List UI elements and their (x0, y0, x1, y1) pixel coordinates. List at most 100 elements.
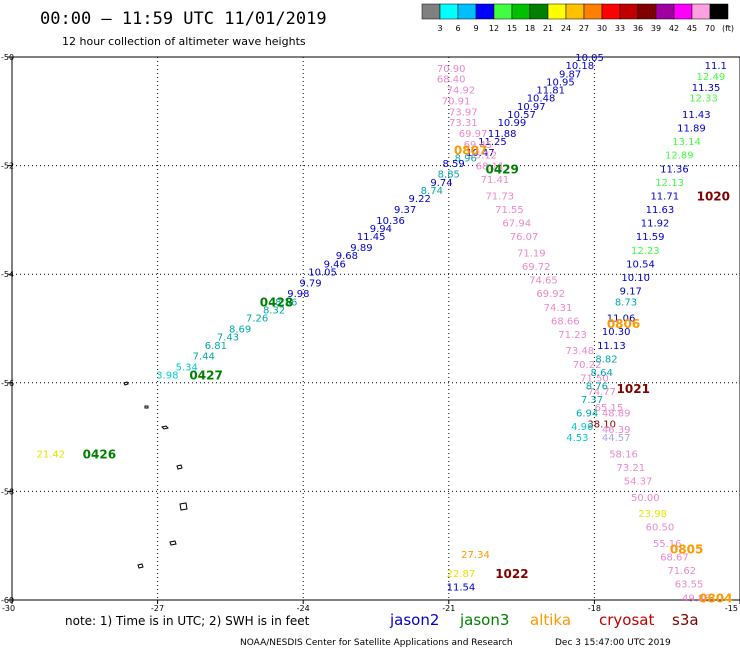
colorbar-swatch (601, 3, 621, 20)
wave-height-label: 74.77 (587, 387, 616, 398)
wave-height-label: 9.98 (287, 289, 309, 300)
wave-height-label: 4.96 (571, 422, 593, 433)
wave-height-label: 48.89 (602, 409, 631, 420)
axis-ticks: -30 -27 -24 -21 -18 -15 -50 -52 -54 -56 -58 -60 (1, 53, 740, 613)
colorbar-label: 24 (561, 24, 571, 33)
wave-height-label: 22.87 (447, 569, 476, 580)
legend-jason3: jason3 (459, 611, 509, 629)
pass-time-label: 0804 (699, 591, 732, 605)
colorbar-label: 45 (687, 24, 697, 33)
colorbar-swatch (619, 3, 639, 20)
wave-height-label: 73.97 (449, 107, 478, 118)
wave-height-label: 58.16 (609, 449, 638, 460)
wave-height-label: 69.97 (459, 129, 488, 140)
wave-height-label: 10.18 (566, 61, 595, 72)
colorbar-swatch (529, 3, 549, 20)
pass-time-label: 1021 (617, 382, 650, 396)
pass-time-label: 0807 (454, 143, 487, 157)
wave-height-label: 11.06 (607, 314, 636, 325)
wave-height-label: 8.74 (421, 186, 443, 197)
colorbar-label: 3 (437, 24, 442, 33)
wave-height-label: 73.48 (566, 346, 595, 357)
pass-time-label: 1020 (697, 189, 730, 203)
wave-height-label: 50.00 (631, 493, 660, 504)
wave-height-label: 11.71 (650, 191, 679, 202)
wave-height-label: 9.74 (430, 178, 452, 189)
colorbar-label: 12 (489, 24, 499, 33)
wave-height-label: 70.22 (573, 360, 602, 371)
wave-height-label: 38.10 (587, 420, 616, 431)
wave-height-label: 69.45 (464, 140, 493, 151)
wave-height-label: 68.67 (660, 553, 689, 564)
wave-height-label: 65.15 (595, 403, 624, 414)
wave-height-label: 11.63 (646, 205, 675, 216)
x-tick-label: -15 (725, 604, 738, 613)
pass-labels: 0807 0429 0428 0427 0426 0806 1020 1021 1022 0805… (83, 143, 733, 605)
x-tick-label: -18 (588, 604, 601, 613)
wave-height-label: 12.49 (697, 72, 726, 83)
wave-height-label: 10.95 (546, 77, 575, 88)
pass-time-label: 1022 (495, 567, 528, 581)
wave-height-label: 9.17 (620, 286, 642, 297)
wave-height-label: 10.36 (376, 216, 405, 227)
colorbar-swatch (583, 3, 603, 20)
colorbar-label: 15 (507, 24, 517, 33)
island-outlines (123, 381, 188, 569)
wave-height-label: 10.05 (308, 267, 337, 278)
wave-height-label: 69.72 (522, 262, 551, 273)
colorbar-label: 27 (579, 24, 589, 33)
wave-height-label: 8.76 (586, 382, 608, 393)
wave-height-label: 71.41 (481, 175, 510, 186)
pass-time-label: 0426 (83, 447, 116, 461)
wave-height-label: 6.81 (205, 341, 227, 352)
data-points: 10.0510.189.8710.9511.8110.4810.9710.571… (37, 53, 727, 604)
pass-time-label: 0805 (670, 542, 703, 556)
wave-height-label: 44.57 (602, 433, 631, 444)
colorbar-label: 39 (651, 24, 661, 33)
wave-height-label: 10.97 (517, 102, 546, 113)
wave-height-label: 68.66 (551, 316, 580, 327)
pass-time-label: 0427 (189, 369, 222, 383)
x-tick-label: -27 (151, 604, 164, 613)
colorbar-label: 18 (525, 24, 535, 33)
wave-height-label: 73.21 (616, 463, 645, 474)
y-tick-label: -50 (1, 53, 14, 62)
wave-height-label: 8.73 (615, 297, 637, 308)
wave-height-label: 74.65 (529, 276, 558, 287)
y-tick-label: -60 (1, 596, 14, 605)
wave-height-label: 13.14 (672, 137, 701, 148)
wave-height-label: 71.19 (517, 248, 546, 259)
wave-height-label: 11.13 (597, 341, 626, 352)
legend-jason2: jason2 (389, 611, 439, 629)
wave-height-label: 11.92 (641, 219, 670, 230)
wave-height-label: 10.47 (466, 148, 495, 159)
wave-height-label: 74.31 (544, 303, 573, 314)
colorbar-swatch (655, 3, 675, 20)
wave-height-label: 12.23 (631, 246, 660, 257)
colorbar-label: 36 (633, 24, 643, 33)
footer-note: note: 1) Time is in UTC; 2) SWH is in fe… (65, 614, 310, 628)
colorbar-swatch (493, 3, 513, 20)
wave-height-label: 46.39 (602, 425, 631, 436)
wave-height-label: 11.81 (536, 86, 565, 97)
footer-credit: NOAA/NESDIS Center for Satellite Applica… (240, 638, 513, 648)
wave-height-label: 11.45 (357, 232, 386, 243)
wave-height-label: 9.46 (324, 259, 346, 270)
colorbar-label: 30 (597, 24, 607, 33)
legend-altika: altika (530, 611, 571, 629)
wave-height-label: 9.89 (350, 243, 372, 254)
wave-height-label: 9.87 (559, 69, 581, 80)
wave-height-label: 11.35 (692, 83, 721, 94)
wave-height-label: 9.22 (409, 194, 431, 205)
colorbar-swatch (439, 3, 459, 20)
wave-height-label: 8.56 (275, 297, 297, 308)
colorbar-label: (ft) (722, 24, 734, 33)
colorbar-swatch (709, 3, 729, 20)
wave-height-label: 11.43 (682, 110, 711, 121)
wave-height-label: 70.90 (437, 64, 466, 75)
wave-height-label: 9.94 (370, 224, 392, 235)
chart-subtitle: 12 hour collection of altimeter wave hei… (62, 35, 306, 48)
colorbar-swatch (475, 3, 495, 20)
colorbar-swatch (691, 3, 711, 20)
grid-lines (12, 57, 740, 600)
